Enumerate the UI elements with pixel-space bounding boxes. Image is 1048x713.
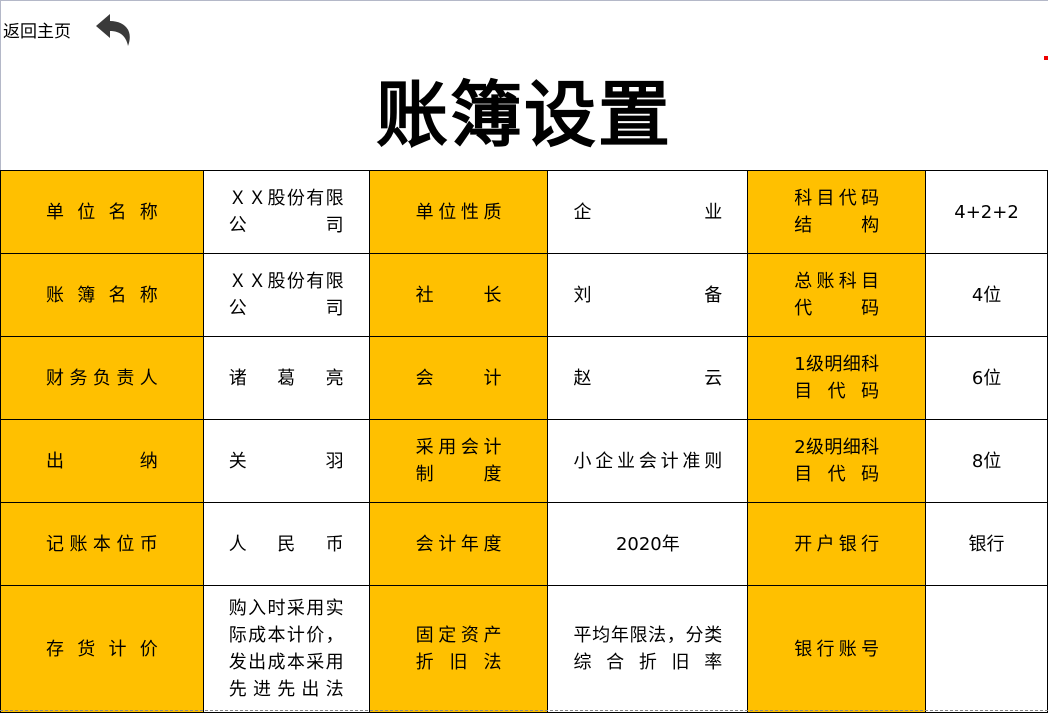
ledger-settings-table: 单位名称 ＸＸ股份有限公司 单位性质 企业 科目代码结构 4+2+2 账簿名称 ＸＸ股份有限公… [0, 170, 1048, 713]
field-value[interactable]: 8位 [925, 419, 1048, 503]
field-value[interactable]: 刘备 [547, 253, 749, 337]
table-row: 存货计价 购入时采用实际成本计价，发出成本采用先进先出法 固定资产折旧法 平均年限法，… [0, 585, 1048, 713]
field-value[interactable]: 4位 [925, 253, 1048, 337]
field-label: 总账科目代码 [747, 253, 927, 337]
field-label: 单位性质 [368, 170, 549, 254]
field-label: 会计年度 [368, 502, 549, 586]
field-label: 开户银行 [747, 502, 927, 586]
home-link[interactable]: 返回主页 [3, 22, 71, 42]
undo-arrow-icon[interactable] [94, 12, 134, 48]
field-label: 2级明细科目代码 [747, 419, 927, 503]
field-value[interactable]: 小企业会计准则 [547, 419, 749, 503]
field-label: 固定资产折旧法 [368, 585, 549, 713]
table-row: 单位名称 ＸＸ股份有限公司 单位性质 企业 科目代码结构 4+2+2 [0, 170, 1048, 254]
field-label: 会计 [368, 336, 549, 420]
left-border [0, 0, 1, 170]
field-value[interactable]: 4+2+2 [925, 170, 1048, 254]
field-label: 单位名称 [0, 170, 204, 254]
top-border [0, 0, 1048, 1]
field-label: 社长 [368, 253, 549, 337]
field-value[interactable]: 赵云 [547, 336, 749, 420]
field-value[interactable]: 银行 [925, 502, 1048, 586]
field-label: 采用会计制度 [368, 419, 549, 503]
field-label: 银行账号 [747, 585, 927, 713]
sheet-bottom-edge [0, 710, 1048, 711]
field-label: 1级明细科目代码 [747, 336, 927, 420]
comment-marker [1044, 56, 1048, 60]
field-value[interactable]: 平均年限法，分类综合折旧率 [547, 585, 749, 713]
field-value[interactable]: 购入时采用实际成本计价，发出成本采用先进先出法 [202, 585, 370, 713]
field-value[interactable]: ＸＸ股份有限公司 [202, 170, 370, 254]
table-row: 出纳 关羽 采用会计制度 小企业会计准则 2级明细科目代码 8位 [0, 419, 1048, 503]
field-label: 记账本位币 [0, 502, 204, 586]
field-value[interactable] [925, 585, 1048, 713]
table-row: 账簿名称 ＸＸ股份有限公司 社长 刘备 总账科目代码 4位 [0, 253, 1048, 337]
field-label: 存货计价 [0, 585, 204, 713]
field-value[interactable]: 6位 [925, 336, 1048, 420]
table-row: 财务负责人 诸葛亮 会计 赵云 1级明细科目代码 6位 [0, 336, 1048, 420]
page-title: 账簿设置 [375, 73, 672, 157]
field-value[interactable]: ＸＸ股份有限公司 [202, 253, 370, 337]
field-label: 账簿名称 [0, 253, 204, 337]
field-label: 科目代码结构 [747, 170, 927, 254]
field-value[interactable]: 诸葛亮 [202, 336, 370, 420]
table-row: 记账本位币 人民币 会计年度 2020年 开户银行 银行 [0, 502, 1048, 586]
field-value[interactable]: 2020年 [547, 502, 749, 586]
field-value[interactable]: 企业 [547, 170, 749, 254]
field-value[interactable]: 关羽 [202, 419, 370, 503]
field-value[interactable]: 人民币 [202, 502, 370, 586]
field-label: 财务负责人 [0, 336, 204, 420]
field-label: 出纳 [0, 419, 204, 503]
